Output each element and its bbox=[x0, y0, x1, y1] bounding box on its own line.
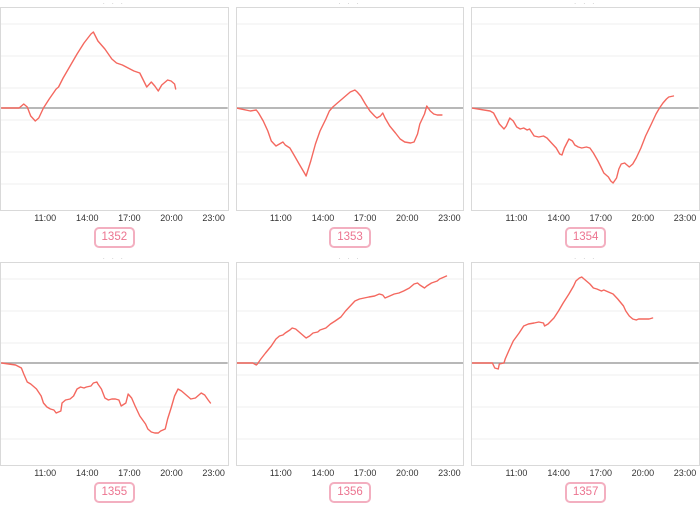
x-tick-label: 17:00 bbox=[118, 213, 141, 223]
badge-row: 1352 bbox=[0, 224, 229, 250]
chart-canvas bbox=[236, 23, 464, 185]
x-tick-label: 11:00 bbox=[269, 213, 292, 223]
chart-canvas bbox=[472, 276, 699, 440]
chart-cell: · · · 11:00 14:00 17:00 20:00 23:00 1355 bbox=[0, 255, 229, 505]
x-tick-label: 23:00 bbox=[202, 213, 225, 223]
cropped-title-fragment: · · · bbox=[338, 256, 362, 262]
sparkline-chart bbox=[235, 262, 465, 466]
chart-canvas bbox=[1, 23, 228, 185]
cropped-title-fragment: · · · bbox=[574, 256, 598, 262]
x-tick-label: 11:00 bbox=[34, 213, 57, 223]
badge-row: 1353 bbox=[236, 224, 465, 250]
chart-id-badge[interactable]: 1356 bbox=[329, 481, 371, 503]
chart-cell: · · · 11:00 14:00 17:00 20:00 23:00 1353 bbox=[235, 0, 465, 250]
badge-row: 1356 bbox=[236, 479, 465, 505]
x-tick-label: 11:00 bbox=[269, 468, 292, 478]
badge-row: 1357 bbox=[471, 479, 700, 505]
line-series bbox=[472, 95, 675, 184]
line-series bbox=[1, 31, 177, 122]
sparkline-chart bbox=[235, 7, 465, 211]
x-tick-label: 17:00 bbox=[353, 468, 377, 478]
sparkline-chart bbox=[0, 7, 229, 211]
x-tick-label: 17:00 bbox=[589, 468, 613, 478]
chart-canvas bbox=[236, 275, 464, 440]
sparkline-chart bbox=[0, 262, 229, 466]
x-tick-label: 14:00 bbox=[547, 213, 570, 223]
cropped-title-fragment: · · · bbox=[102, 256, 126, 262]
chart-cell: · · · 11:00 14:00 17:00 20:00 23:00 1354 bbox=[471, 0, 700, 250]
x-axis-tick-labels: 11:00 14:00 17:00 20:00 23:00 bbox=[471, 466, 700, 479]
x-axis-tick-labels: 11:00 14:00 17:00 20:00 23:00 bbox=[471, 211, 700, 224]
x-tick-label: 11:00 bbox=[505, 213, 528, 223]
chart-id-badge[interactable]: 1357 bbox=[564, 481, 607, 503]
x-tick-label: 20:00 bbox=[395, 213, 419, 223]
x-tick-label: 23:00 bbox=[438, 468, 461, 478]
chart-id-badge[interactable]: 1354 bbox=[564, 226, 607, 248]
x-tick-label: 14:00 bbox=[76, 468, 99, 478]
x-tick-label: 14:00 bbox=[311, 468, 335, 478]
x-tick-label: 20:00 bbox=[160, 213, 183, 223]
chart-canvas bbox=[472, 23, 699, 185]
chart-canvas bbox=[1, 278, 228, 440]
line-series bbox=[236, 275, 447, 366]
chart-id-badge[interactable]: 1355 bbox=[93, 481, 136, 503]
x-axis-tick-labels: 11:00 14:00 17:00 20:00 23:00 bbox=[236, 211, 465, 224]
x-tick-label: 11:00 bbox=[505, 468, 528, 478]
line-series bbox=[236, 89, 443, 177]
chart-cell: · · · 11:00 14:00 17:00 20:00 23:00 1352 bbox=[0, 0, 229, 250]
x-tick-label: 20:00 bbox=[631, 213, 655, 223]
x-tick-label: 14:00 bbox=[76, 213, 99, 223]
line-series bbox=[472, 276, 654, 370]
cropped-title-fragment: · · · bbox=[574, 1, 598, 7]
sparkline-chart bbox=[471, 7, 700, 211]
chart-id-badge[interactable]: 1352 bbox=[93, 226, 136, 248]
x-tick-label: 23:00 bbox=[202, 468, 225, 478]
x-tick-label: 14:00 bbox=[311, 213, 335, 223]
cropped-title-fragment: · · · bbox=[102, 1, 126, 7]
x-tick-label: 20:00 bbox=[631, 468, 655, 478]
chart-cell: · · · 11:00 14:00 17:00 20:00 23:00 1357 bbox=[471, 255, 700, 505]
x-tick-label: 23:00 bbox=[438, 213, 461, 223]
badge-row: 1355 bbox=[0, 479, 229, 505]
x-tick-label: 23:00 bbox=[673, 468, 697, 478]
x-tick-label: 20:00 bbox=[160, 468, 183, 478]
chart-id-badge[interactable]: 1353 bbox=[329, 226, 371, 248]
x-axis-tick-labels: 11:00 14:00 17:00 20:00 23:00 bbox=[0, 211, 229, 224]
x-axis-tick-labels: 11:00 14:00 17:00 20:00 23:00 bbox=[0, 466, 229, 479]
line-series bbox=[1, 362, 212, 434]
x-tick-label: 17:00 bbox=[118, 468, 141, 478]
x-tick-label: 23:00 bbox=[673, 213, 697, 223]
cropped-title-fragment: · · · bbox=[338, 1, 362, 7]
badge-row: 1354 bbox=[471, 224, 700, 250]
x-tick-label: 11:00 bbox=[34, 468, 57, 478]
sparkline-chart bbox=[471, 262, 700, 466]
x-tick-label: 17:00 bbox=[589, 213, 613, 223]
x-axis-tick-labels: 11:00 14:00 17:00 20:00 23:00 bbox=[236, 466, 465, 479]
x-tick-label: 14:00 bbox=[547, 468, 570, 478]
x-tick-label: 20:00 bbox=[395, 468, 419, 478]
x-tick-label: 17:00 bbox=[353, 213, 377, 223]
chart-cell: · · · 11:00 14:00 17:00 20:00 23:00 1356 bbox=[235, 255, 465, 505]
